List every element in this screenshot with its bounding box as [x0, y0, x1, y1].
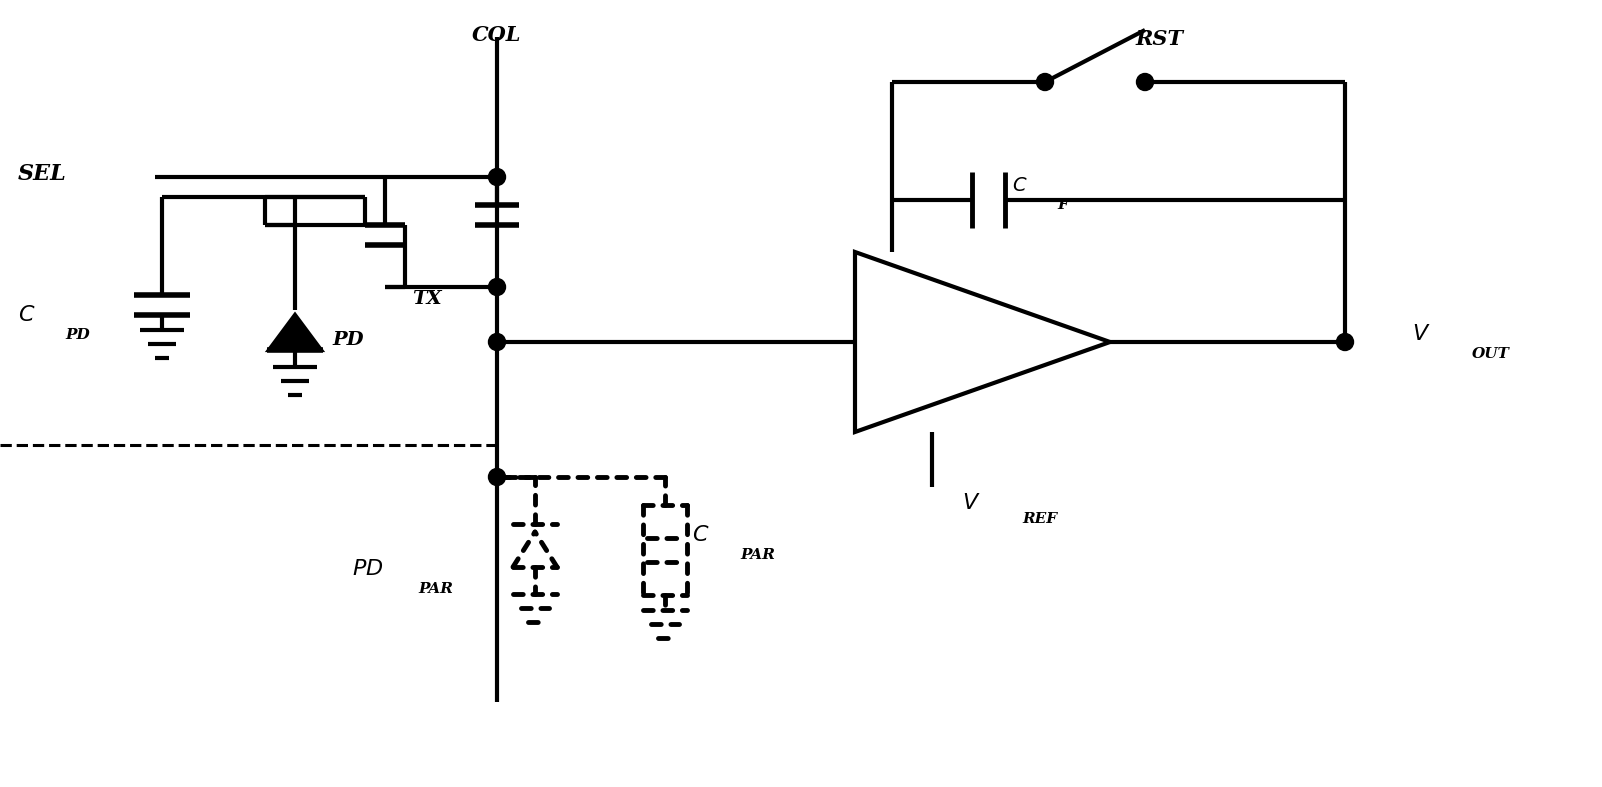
- Text: RST: RST: [1134, 29, 1182, 49]
- Text: F: F: [1057, 198, 1069, 212]
- Text: $C$: $C$: [18, 304, 35, 326]
- Text: COL: COL: [473, 25, 521, 45]
- Circle shape: [1136, 73, 1153, 91]
- Text: $V$: $V$: [1411, 323, 1431, 345]
- Text: PD: PD: [332, 331, 364, 349]
- Text: SEL: SEL: [18, 163, 67, 185]
- Text: $V$: $V$: [961, 492, 980, 514]
- Polygon shape: [269, 315, 320, 350]
- Circle shape: [489, 168, 506, 186]
- Text: $C$: $C$: [1012, 177, 1027, 195]
- Circle shape: [489, 468, 506, 486]
- Circle shape: [489, 334, 506, 350]
- Circle shape: [489, 279, 506, 295]
- Text: $C$: $C$: [692, 524, 710, 546]
- Text: PAR: PAR: [418, 582, 453, 596]
- Text: PAR: PAR: [740, 548, 775, 562]
- Text: TX: TX: [412, 290, 442, 308]
- Text: OUT: OUT: [1472, 347, 1509, 361]
- Circle shape: [1336, 334, 1354, 350]
- Text: REF: REF: [1022, 512, 1057, 526]
- Text: PD: PD: [66, 328, 90, 342]
- Text: $PD$: $PD$: [352, 558, 383, 580]
- Circle shape: [1036, 73, 1054, 91]
